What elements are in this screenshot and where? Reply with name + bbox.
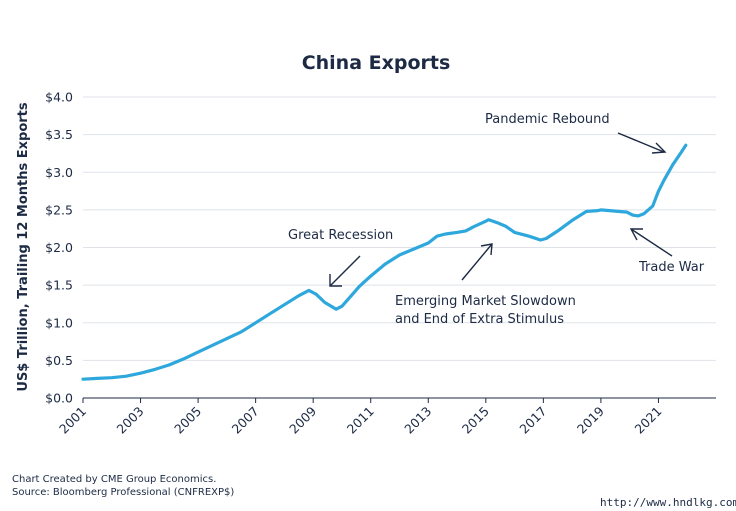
x-tick-label: 2005	[171, 404, 204, 437]
y-tick-label: $4.0	[45, 90, 73, 105]
annotation-great-recession: Great Recession	[288, 228, 393, 243]
arrow-great-recession	[329, 255, 361, 287]
y-tick-label: $1.0	[45, 315, 73, 330]
annotation-em-slowdown-line1: Emerging Market Slowdown	[395, 294, 576, 309]
footer-credit: Chart Created by CME Group Economics.	[12, 474, 216, 485]
y-tick-label: $1.5	[45, 278, 73, 293]
watermark: http://www.hndlkg.com	[600, 496, 736, 509]
x-tick-label: 2009	[286, 403, 319, 436]
annotation-pandemic-rebound: Pandemic Rebound	[485, 112, 610, 127]
x-tick-label: 2001	[56, 404, 89, 437]
y-axis-label: US$ Trillion, Trailing 12 Months Exports	[16, 102, 31, 391]
y-tick-label: $2.0	[45, 240, 73, 255]
y-tick-label: $3.0	[45, 165, 73, 180]
arrow-pandemic-rebound	[617, 132, 667, 154]
x-tick-label: 2007	[229, 404, 262, 437]
gridlines	[83, 96, 716, 361]
x-tick-label: 2003	[114, 404, 147, 437]
x-tick-label: 2015	[459, 404, 492, 437]
series-layer	[81, 143, 688, 381]
arrow-trade-war	[629, 228, 673, 257]
y-axis-ticks: $0.0 $0.5 $1.0 $1.5 $2.0 $2.5 $3.0 $3.5 $4.0	[45, 90, 73, 406]
annotation-em-slowdown-line2: and End of Extra Stimulus	[395, 312, 564, 327]
arrow-em-slowdown	[461, 243, 493, 281]
x-axis-ticks: 2001 2003 2005 2007 2009 2011 2013 2015 2017 2019…	[56, 398, 665, 437]
annotation-trade-war: Trade War	[638, 260, 705, 275]
y-tick-label: $3.5	[45, 127, 73, 142]
footer-source: Source: Bloomberg Professional (CNFREXP$…	[12, 487, 234, 498]
series-line-china-exports	[81, 143, 688, 381]
y-tick-label: $0.0	[45, 391, 73, 406]
x-tick-label: 2019	[574, 403, 607, 436]
y-tick-label: $0.5	[45, 353, 73, 368]
x-tick-label: 2011	[344, 404, 377, 437]
x-tick-label: 2017	[516, 404, 549, 437]
x-tick-label: 2013	[401, 404, 434, 437]
x-tick-label: 2021	[631, 404, 664, 437]
y-tick-label: $2.5	[45, 202, 73, 217]
chart-title: China Exports	[302, 52, 451, 74]
